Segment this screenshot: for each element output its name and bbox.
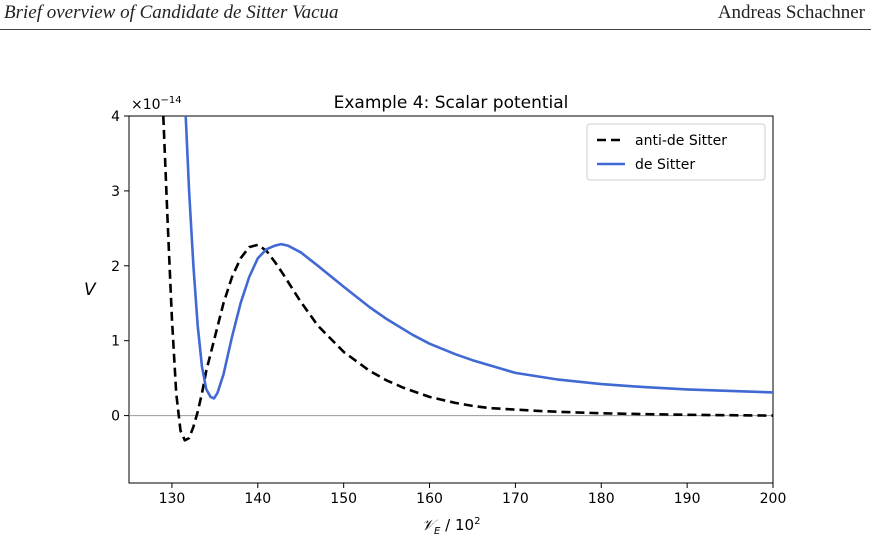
header-rule <box>0 29 871 30</box>
x-tick-label: 170 <box>502 491 529 507</box>
y-tick-label: 2 <box>111 259 120 275</box>
legend-label: anti-de Sitter <box>635 133 727 149</box>
x-tick-label: 200 <box>760 491 787 507</box>
y-offset-label: ×10−14 <box>131 95 182 113</box>
y-tick-label: 3 <box>111 184 120 200</box>
running-title: Brief overview of Candidate de Sitter Va… <box>4 2 339 23</box>
x-tick-label: 190 <box>674 491 701 507</box>
legend: anti-de Sitter de Sitter <box>586 123 766 181</box>
y-axis-ticks: 0 1 2 3 4 <box>111 109 129 425</box>
x-tick-label: 150 <box>330 491 357 507</box>
y-offset-base: ×10 <box>131 97 161 113</box>
y-offset-exponent: −14 <box>161 95 182 106</box>
y-tick-label: 4 <box>111 109 120 125</box>
y-axis-label: V <box>84 280 97 300</box>
y-tick-label: 0 <box>111 409 120 425</box>
x-label-superscript: 2 <box>474 516 480 527</box>
legend-box <box>586 123 766 181</box>
chart-title: Example 4: Scalar potential <box>334 93 569 113</box>
plot-frame <box>128 115 774 484</box>
x-tick-label: 180 <box>588 491 615 507</box>
series-line-de-sitter <box>184 116 773 400</box>
x-axis-label: 𝒱E / 102 <box>422 516 481 537</box>
axes-frame <box>128 115 774 484</box>
x-label-tail: / 10 <box>440 516 474 534</box>
author-name: Andreas Schachner <box>717 2 865 23</box>
page-header: Brief overview of Candidate de Sitter Va… <box>0 0 871 40</box>
x-label-subscript: E <box>434 526 441 537</box>
x-tick-label: 130 <box>159 491 186 507</box>
y-tick-label: 1 <box>111 334 120 350</box>
series-lines <box>162 116 773 442</box>
x-tick-label: 160 <box>416 491 443 507</box>
series-line-anti-de-sitter <box>162 116 773 442</box>
x-tick-label: 140 <box>244 491 271 507</box>
x-axis-ticks: 130 140 150 160 170 180 190 200 <box>159 483 787 507</box>
legend-label: de Sitter <box>635 157 695 173</box>
